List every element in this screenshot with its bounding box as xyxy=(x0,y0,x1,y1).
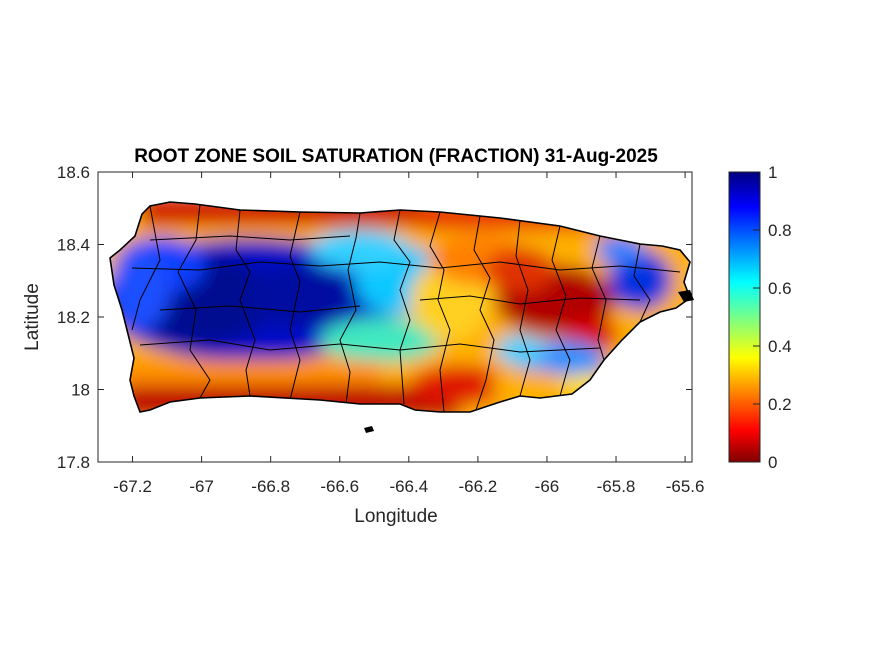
x-axis-ticks: -67.2 -67 -66.8 -66.6 -66.4 -66.2 -66 -65.8 -65.… xyxy=(113,172,704,496)
x-tick-label: -66.2 xyxy=(459,477,498,496)
x-tick-label: -67.2 xyxy=(113,477,152,496)
chart-title: ROOT ZONE SOIL SATURATION (FRACTION) 31-… xyxy=(134,146,658,167)
y-axis-ticks: 17.8 18 18.2 18.4 18.6 xyxy=(57,163,692,472)
colorbar-ticks: 0 0.2 0.4 0.6 0.8 1 xyxy=(753,163,792,472)
colorbar-tick-label: 0.4 xyxy=(768,337,792,356)
x-tick-label: -66 xyxy=(535,477,560,496)
x-tick-label: -66.6 xyxy=(320,477,359,496)
x-tick-label: -65.8 xyxy=(597,477,636,496)
x-tick-label: -66.4 xyxy=(389,477,428,496)
x-tick-label: -66.8 xyxy=(251,477,290,496)
x-tick-label: -67 xyxy=(189,477,214,496)
island-east-islet xyxy=(678,290,694,302)
colorbar-tick-label: 0.6 xyxy=(768,279,792,298)
x-tick-label: -65.6 xyxy=(666,477,705,496)
island-caja-de-muertos xyxy=(364,426,374,433)
colorbar-tick-label: 0.8 xyxy=(768,221,792,240)
y-tick-label: 18.2 xyxy=(57,308,90,327)
colorbar-tick-label: 0.2 xyxy=(768,395,792,414)
y-axis-label: Latitude xyxy=(22,283,43,351)
y-tick-label: 18 xyxy=(71,381,90,400)
y-tick-label: 18.6 xyxy=(57,163,90,182)
x-axis-label: Longitude xyxy=(354,506,437,527)
y-tick-label: 18.4 xyxy=(57,236,90,255)
colorbar-tick-label: 0 xyxy=(768,453,777,472)
municipality-boundaries xyxy=(131,203,681,412)
colorbar xyxy=(728,171,761,463)
colorbar-tick-label: 1 xyxy=(768,163,777,182)
y-tick-label: 17.8 xyxy=(57,453,90,472)
